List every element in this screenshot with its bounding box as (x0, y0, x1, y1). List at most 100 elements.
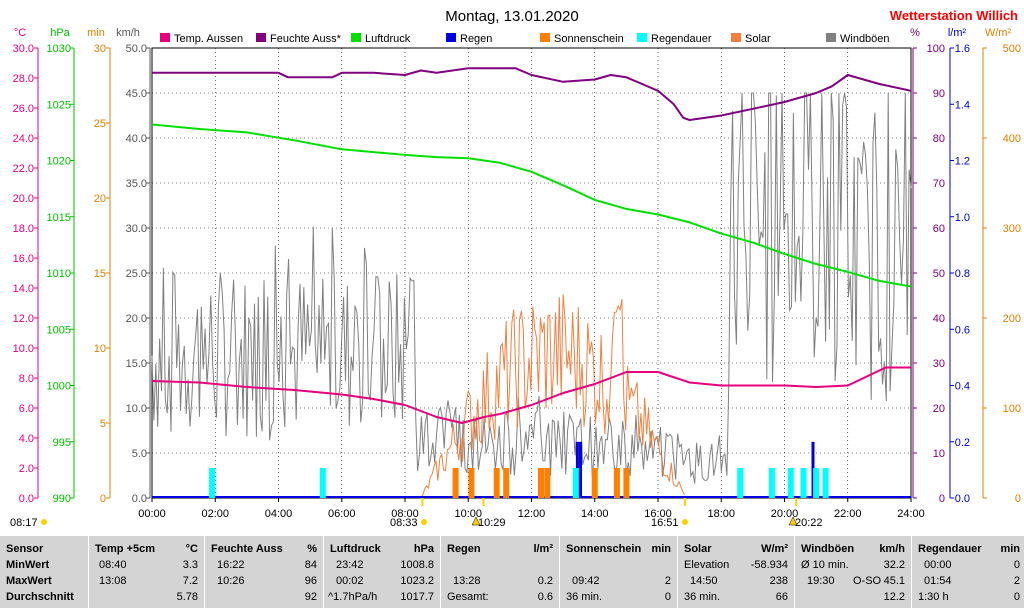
press-trend: ^1.7hPa/h (328, 591, 378, 603)
rain-total-label: Gesamt: (447, 591, 489, 603)
axis-tick-label: 35.0 (126, 178, 147, 190)
series-luftdruck (151, 123, 912, 288)
sun-avg-value: 0 (664, 591, 671, 603)
legend-swatch (637, 33, 647, 42)
legend-swatch (731, 33, 741, 42)
axis-tick-label: 10 (933, 448, 945, 460)
axis-tick-label: 500 (1003, 43, 1021, 55)
stats-rain-duration: Regendauer min 00:00 0 01:54 2 1:30 h 0 (912, 536, 1024, 608)
axis-tick-label: 1.0 (955, 212, 970, 224)
bar-sonnenschein (544, 468, 551, 498)
axis-tick-label: 0.0 (19, 493, 34, 505)
rdur-unit: min (1000, 543, 1020, 555)
axis-tick-label: 30 (933, 358, 945, 370)
rdur-min-value: 0 (1013, 559, 1020, 571)
axis-tick-label: 1010 (47, 268, 71, 280)
axis-tick-label: 200 (1003, 313, 1021, 325)
rdur-avg-value: 0 (1013, 591, 1020, 603)
humidity-axis-unit: % (910, 27, 920, 39)
temp-min-value: 3.3 (182, 559, 198, 571)
axis-tick-label: 40 (933, 313, 945, 325)
hum-title: Feuchte Auss (211, 543, 283, 555)
legend-label: Regendauer (651, 33, 712, 45)
press-min-time: 23:42 (336, 559, 364, 571)
axis-tick-label: 70 (933, 178, 945, 190)
wind-axis-unit: km/h (116, 27, 140, 39)
solar-elevation-label: Elevation (684, 559, 730, 571)
axis-tick-label: 18.0 (13, 223, 34, 235)
axis-tick-label: 0 (1015, 493, 1021, 505)
x-tick-label: 22:00 (834, 508, 862, 520)
rain-max-value: 0.2 (537, 575, 553, 587)
legend-swatch (446, 33, 456, 42)
bar-regendauer (787, 468, 794, 498)
rdur-total: 1:30 h (918, 591, 949, 603)
axis-tick-label: 12.0 (13, 313, 34, 325)
solar-unit: W/m² (761, 543, 788, 555)
axis-tick-label: 0.0 (955, 493, 970, 505)
station-name: Wetterstation Willich (890, 8, 1018, 23)
bar-regendauer (800, 468, 807, 498)
solar-title: Solar (684, 543, 712, 555)
sun-max-value: 2 (664, 575, 671, 587)
axis-tick-label: 40.0 (126, 133, 147, 145)
axis-tick-label: 24.0 (13, 133, 34, 145)
press-max-value: 1023.2 (400, 575, 434, 587)
temp-avg-value: 5.78 (176, 591, 198, 603)
axis-tick-label: 300 (1003, 223, 1021, 235)
rain-total-value: 0.6 (537, 591, 553, 603)
legend-label: Sonnenschein (554, 33, 624, 45)
rdur-title: Regendauer (918, 543, 982, 555)
legend-label: Temp. Aussen (174, 33, 243, 45)
moon-icon (471, 516, 481, 526)
minutes-axis-unit: min (87, 27, 105, 39)
x-tick-label: 06:00 (328, 508, 356, 520)
axis-tick-label: 14.0 (13, 283, 34, 295)
solar-series (420, 294, 686, 499)
axis-tick-label: 0.2 (955, 437, 970, 449)
solar-duration: 36 min. (684, 591, 721, 603)
stats-sunshine: Sonnenschein min 09:42 2 36 min. 0 (560, 536, 677, 608)
event-time: 10:29 (478, 517, 506, 529)
press-title: Luftdruck (330, 543, 381, 555)
rain-max-time: 13:28 (453, 575, 481, 587)
solar-line (420, 294, 686, 499)
press-avg-value: 1017.7 (400, 591, 434, 603)
axis-tick-label: 0.4 (955, 381, 970, 393)
bar-sonnenschein (452, 468, 459, 498)
axis-tick-label: 10.0 (126, 403, 147, 415)
line-series (151, 67, 912, 424)
temp-unit: °C (185, 543, 198, 555)
axis-tick-label: 26.0 (13, 103, 34, 115)
wind-gust-line (151, 92, 912, 484)
axis-tick-label: 4.0 (19, 433, 34, 445)
temp-max-value: 7.2 (182, 575, 198, 587)
axis-tick-label: 6.0 (19, 403, 34, 415)
sun-duration: 36 min. (566, 591, 603, 603)
axis-tick-label: 1015 (47, 212, 71, 224)
axis-tick-label: 20.0 (13, 193, 34, 205)
bar-regendauer (319, 468, 326, 498)
axis-tick-label: 0.6 (955, 324, 970, 336)
press-unit: hPa (413, 543, 434, 555)
axis-tick-label: 16.0 (13, 253, 34, 265)
axis-tick-label: 20 (933, 403, 945, 415)
event-time: 08:17 (10, 517, 38, 529)
axis-tick-label: 22.0 (13, 163, 34, 175)
sun-moon-events: 08:17 08:33 10:29 16:51 20:22 (10, 498, 823, 529)
axis-tick-label: 10 (94, 343, 106, 355)
x-tick-label: 04:00 (265, 508, 293, 520)
wind-max-time: 19:30 (807, 575, 835, 587)
rdur-min-time: 00:00 (924, 559, 952, 571)
x-tick-label: 08:00 (391, 508, 419, 520)
legend-label: Luftdruck (365, 33, 411, 45)
press-max-time: 00:02 (336, 575, 364, 587)
rdur-max-time: 01:54 (924, 575, 952, 587)
series-feuchte-auss- (152, 67, 912, 121)
sun-unit: min (651, 543, 671, 555)
x-tick-label: 16:00 (644, 508, 672, 520)
hum-max-time: 10:26 (217, 575, 245, 587)
axes: 00:00 02:00 04:00 06:00 08:00 10:00 12:00 14:00… (13, 43, 1021, 520)
legend-swatch (256, 33, 266, 42)
hum-min-time: 16:22 (217, 559, 245, 571)
